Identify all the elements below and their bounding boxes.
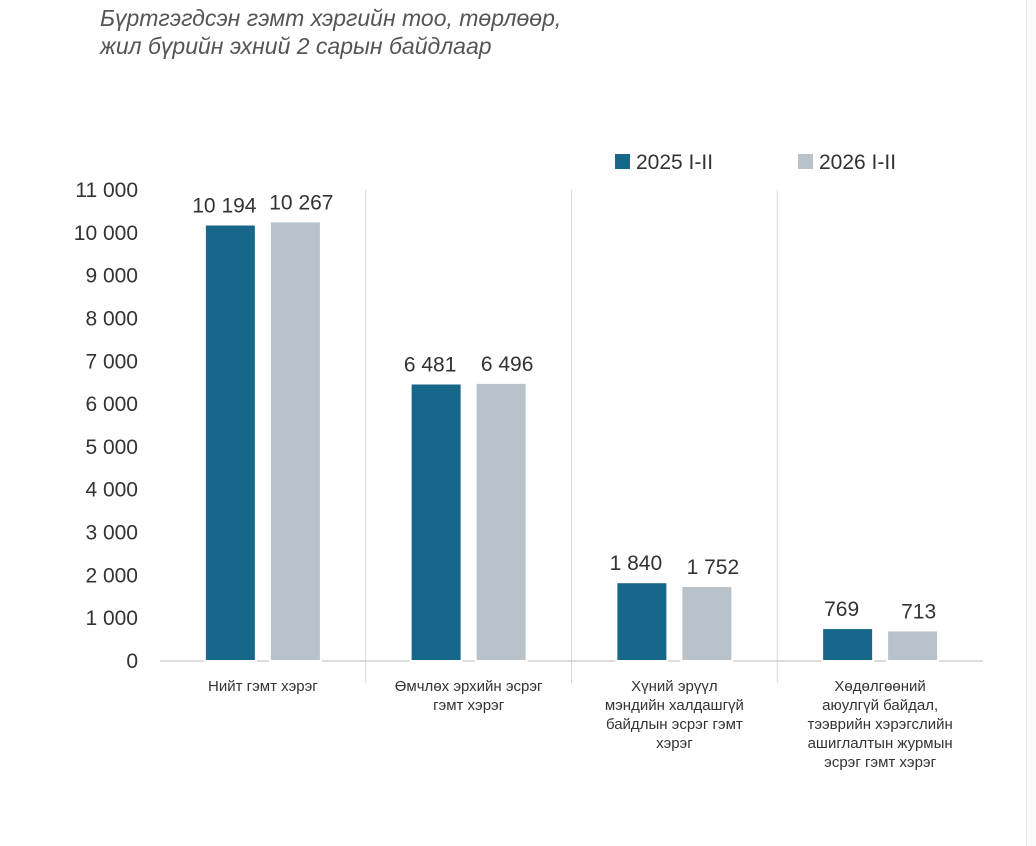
x-category-label: Өмчлөх эрхийн эсрэг xyxy=(395,678,543,695)
x-category-label: Хөдөлгөөний xyxy=(834,678,925,695)
data-label: 713 xyxy=(901,600,936,623)
data-label: 10 194 xyxy=(192,195,257,218)
data-label: 1 840 xyxy=(610,552,663,575)
legend-label: 2025 I-II xyxy=(636,151,713,174)
y-tick-label: 9 000 xyxy=(85,265,138,288)
bar-2025 xyxy=(821,627,875,662)
bar-2026 xyxy=(680,584,734,662)
data-label: 769 xyxy=(824,598,859,621)
x-category-label: ашиглалтын журмын xyxy=(808,735,953,752)
bar-2025 xyxy=(203,223,257,663)
x-category-label: аюулгүй байдал, xyxy=(822,697,938,714)
x-category-label: эсрэг гэмт хэрэг xyxy=(824,754,936,771)
bar-2025 xyxy=(615,581,669,662)
x-category-label: гэмт хэрэг xyxy=(433,697,505,714)
legend-swatch-2025 xyxy=(615,154,630,169)
x-category-label: Хүний эрүүл xyxy=(631,678,717,695)
legend-label: 2026 I-II xyxy=(819,151,896,174)
y-tick-label: 3 000 xyxy=(85,522,138,545)
y-tick-label: 6 000 xyxy=(85,393,138,416)
right-edge-border xyxy=(1026,0,1036,846)
y-tick-label: 1 000 xyxy=(85,607,138,630)
data-label: 10 267 xyxy=(269,191,333,214)
chart-title: Бүртгэгдсэн гэмт хэргийн тоо, төрлөөр, ж… xyxy=(100,4,561,60)
legend-swatch-2026 xyxy=(798,154,813,169)
chart-title-line-1: Бүртгэгдсэн гэмт хэргийн тоо, төрлөөр, xyxy=(100,5,562,31)
bar-2025 xyxy=(409,382,463,662)
bar-2026 xyxy=(268,220,322,662)
y-tick-label: 0 xyxy=(126,650,138,673)
data-label: 1 752 xyxy=(687,556,740,579)
y-tick-label: 5 000 xyxy=(85,436,138,459)
bar-2026 xyxy=(886,629,940,663)
data-label: 6 481 xyxy=(404,353,457,376)
x-category-label: хэрэг xyxy=(656,735,693,752)
y-tick-label: 7 000 xyxy=(85,350,138,373)
y-tick-label: 8 000 xyxy=(85,307,138,330)
y-tick-label: 10 000 xyxy=(74,222,138,245)
x-category-label: байдлын эсрэг гэмт xyxy=(606,716,743,733)
x-category-label: тээврийн хэрэгслийн xyxy=(807,716,952,733)
y-tick-label: 4 000 xyxy=(85,479,138,502)
y-tick-label: 11 000 xyxy=(75,179,138,202)
chart-title-line-2: жил бүрийн эхний 2 сарын байдлаар xyxy=(100,33,492,59)
x-category-label: Нийт гэмт хэрэг xyxy=(208,678,318,695)
data-label: 6 496 xyxy=(481,353,534,376)
y-tick-label: 2 000 xyxy=(85,564,138,587)
x-category-label: мэндийн халдашгүй xyxy=(605,697,744,714)
bar-2026 xyxy=(474,381,528,662)
